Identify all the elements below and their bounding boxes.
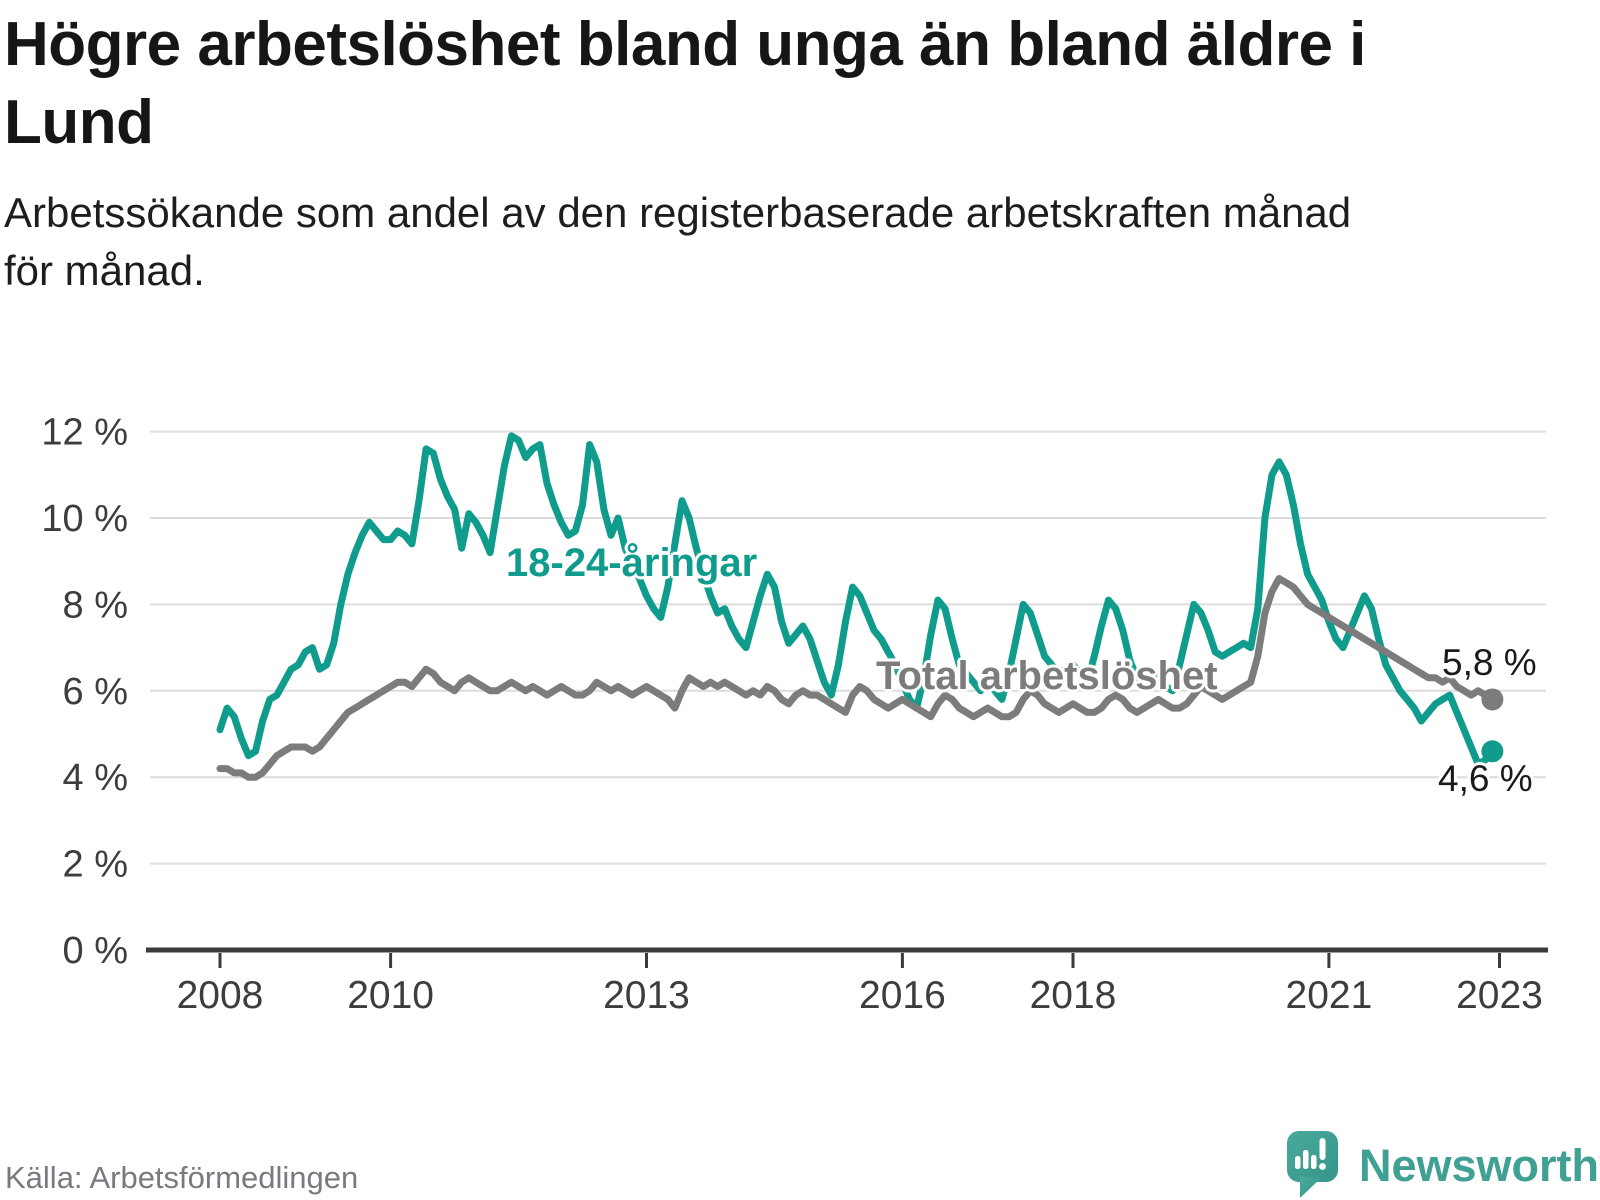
- page-title-line1: Högre arbetslöshet bland unga än bland ä…: [4, 10, 1366, 79]
- end-value-label-total: 5,8 %: [1442, 642, 1537, 683]
- series-line-total: [216, 575, 1496, 781]
- x-tick-label: 2008: [177, 974, 264, 1017]
- y-tick-label: 2 %: [63, 844, 128, 886]
- end-value-label-youth: 4,6 %: [1438, 758, 1533, 799]
- x-tick-label: 2021: [1286, 974, 1373, 1017]
- x-tick-label: 2013: [603, 974, 690, 1017]
- y-tick-label: 10 %: [41, 498, 128, 540]
- page-title-line2: Lund: [4, 88, 154, 157]
- series-end-dot-youth: [1481, 740, 1504, 763]
- x-tick-label: 2016: [859, 974, 946, 1017]
- series-end-dot-total: [1481, 688, 1504, 711]
- page-title: Högre arbetslöshet bland unga än bland ä…: [4, 6, 1596, 162]
- page-subtitle-line2: för månad.: [4, 247, 205, 294]
- x-tick-label: 2010: [347, 974, 434, 1017]
- y-tick-label: 4 %: [63, 757, 128, 799]
- page-subtitle-line1: Arbetssökande som andel av den registerb…: [4, 189, 1352, 236]
- page-subtitle: Arbetssökande som andel av den registerb…: [4, 184, 1596, 300]
- x-tick-label: 2018: [1030, 974, 1117, 1017]
- series-label-total: Total arbetslöshet: [876, 654, 1218, 698]
- series-line-youth: [216, 432, 1496, 768]
- x-tick-label: 2023: [1456, 974, 1543, 1017]
- series-label-youth: 18-24-åringar: [506, 541, 758, 585]
- y-tick-label: 8 %: [63, 584, 128, 626]
- newsworthy-logo-icon: [1287, 1131, 1338, 1198]
- y-tick-label: 6 %: [63, 671, 128, 713]
- brand-name: Newsworthy: [1359, 1140, 1600, 1191]
- y-tick-label: 0 %: [63, 930, 128, 972]
- source-note: Källa: Arbetsförmedlingen: [5, 1160, 359, 1195]
- newsworthy-branding[interactable]: Newsworthy: [1286, 1128, 1600, 1200]
- y-tick-label: 12 %: [41, 412, 128, 454]
